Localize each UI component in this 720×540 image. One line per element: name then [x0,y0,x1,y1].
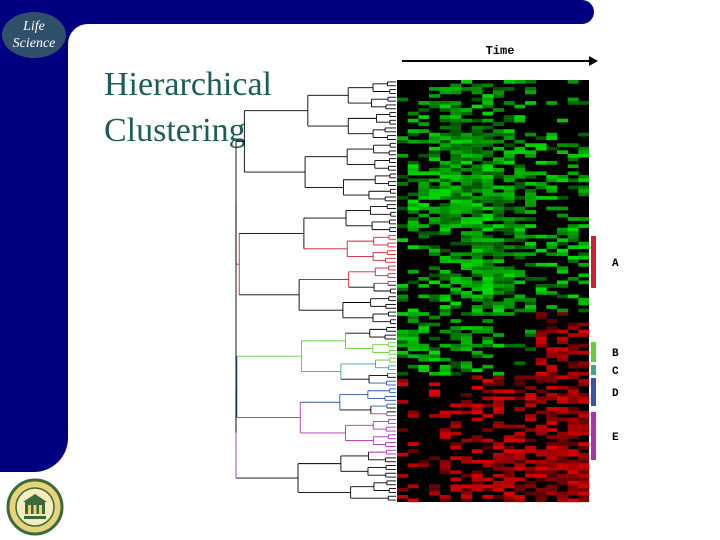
cluster-marker-b: B [591,342,619,362]
title-line-2: Clustering [104,112,246,149]
cluster-label-d: D [612,388,619,400]
title-line-1: Hierarchical [104,66,272,103]
slide-frame-top [0,0,594,24]
cluster-marker-a: A [591,236,619,288]
time-arrow-icon [589,56,598,66]
cluster-marker-d: D [591,378,619,406]
time-axis: Time [402,44,598,66]
badge-line-2: Science [12,36,56,51]
cluster-markers: A BCD E [591,236,619,460]
cluster-bar-d [591,378,596,406]
cluster-label-a: A [612,258,619,270]
slide-frame-left [0,0,68,472]
cluster-marker-e: E [591,412,619,460]
time-axis-label: Time [486,44,515,58]
slide-frame-corner-cut [68,24,88,44]
cluster-heatmap-figure: Time A BCD E [235,44,619,503]
heatmap [397,80,590,503]
cluster-label-b: B [612,348,619,360]
cluster-label-e: E [612,432,619,444]
cluster-bar-a [591,236,596,288]
cluster-marker-c: C [591,365,619,378]
cluster-bar-b [591,342,596,362]
university-seal-icon [6,478,64,536]
slide-title: Hierarchical Clustering [104,62,272,154]
dendrogram [235,81,396,501]
cluster-bar-e [591,412,596,460]
cluster-bar-c [591,365,596,375]
badge-line-1: Life [23,19,45,34]
cluster-label-c: C [612,366,619,378]
life-science-badge: Life Science [2,12,66,58]
